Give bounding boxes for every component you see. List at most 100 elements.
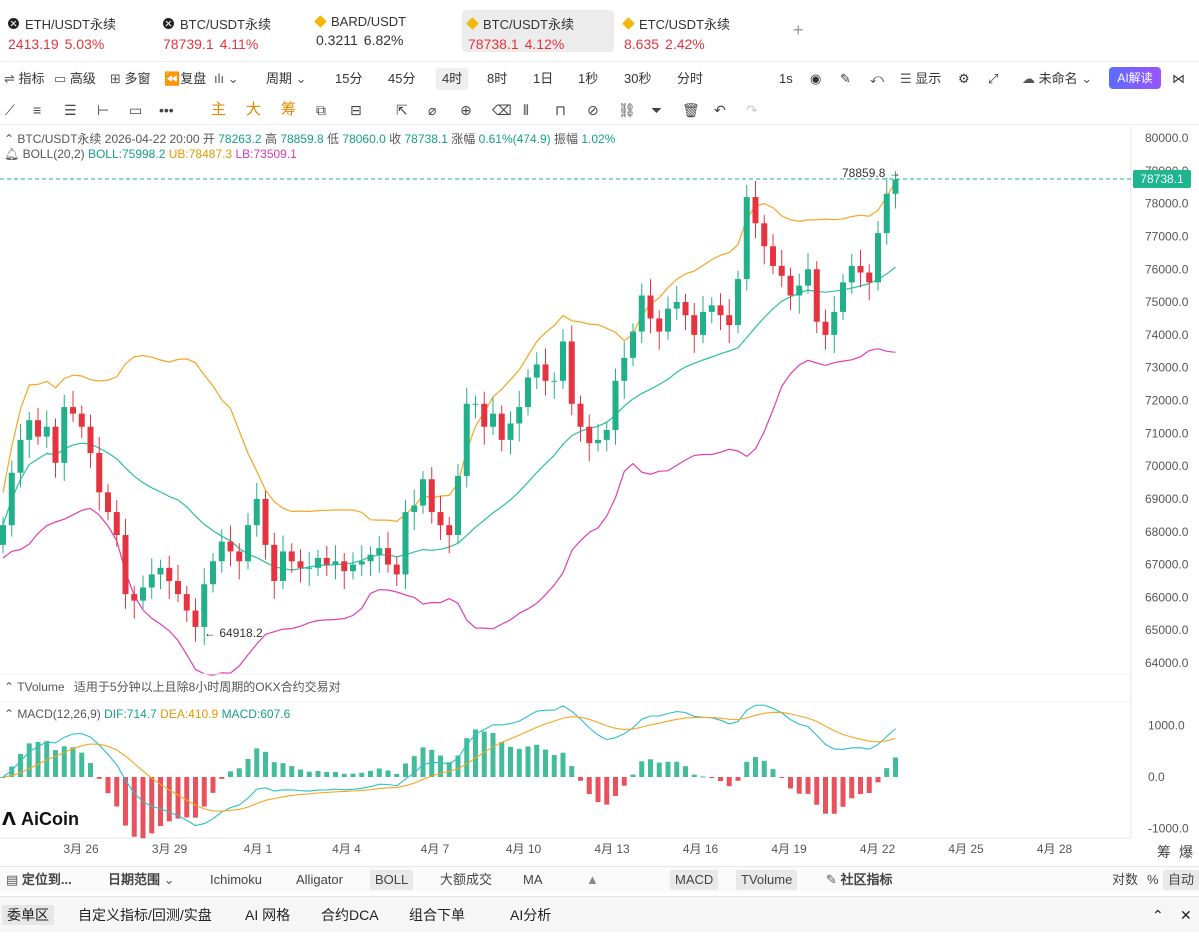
tab-ai-grid[interactable]: AI 网格 [245, 907, 291, 923]
date-range-button[interactable]: 日期范围 ⌄ [108, 870, 175, 890]
candle-body [848, 265, 855, 283]
macd-histogram-bar [805, 777, 811, 794]
auto-scale-button[interactable]: 自动 [1163, 870, 1199, 890]
tab-contract-dca[interactable]: 合约DCA [321, 907, 379, 923]
ticker-tab-bard[interactable]: BARD/USDT 0.3211 6.82% [310, 10, 450, 52]
ticker-tab-eth-swap[interactable]: ETH/USDT永续 2413.19 5.03% [2, 10, 142, 52]
chip-button[interactable]: 筹 [281, 101, 297, 118]
rectangle-icon[interactable]: ▭ [129, 102, 143, 118]
filter-icon[interactable]: ⏷ [651, 102, 663, 118]
collapse-icon[interactable]: ⌃ [4, 707, 15, 721]
period-dropdown[interactable]: 周期 ⌄ [266, 68, 307, 90]
log-scale-button[interactable]: 对数 [1112, 872, 1139, 887]
big-order-button[interactable]: 大 [246, 101, 262, 118]
tab-combo-order[interactable]: 组合下单 [409, 907, 465, 923]
interval-4h[interactable]: 4时 [436, 68, 469, 90]
boll-name[interactable]: BOLL(20,2) [22, 147, 85, 161]
interval-15m[interactable]: 15分 [335, 71, 363, 86]
interval-1d[interactable]: 1日 [533, 71, 554, 86]
eraser-icon[interactable]: ⌫ [492, 102, 512, 118]
locate-button[interactable]: ▤ 定位到... [6, 870, 72, 890]
liquidation-tag[interactable]: 爆 [1179, 844, 1193, 860]
ruler-icon[interactable]: ⌀ [428, 102, 437, 118]
main-chart-button[interactable]: 主 [211, 101, 227, 118]
chart-canvas[interactable]: 80000.079000.078000.077000.076000.075000… [0, 126, 1199, 866]
collapse-icon[interactable]: ⌃ [4, 680, 15, 694]
percent-scale-button[interactable]: % [1147, 872, 1159, 887]
ai-interpret-button[interactable]: AI解读 [1109, 67, 1161, 89]
indicator-macd[interactable]: MACD [670, 870, 719, 890]
chevron-up-icon[interactable]: ⌃ [1152, 907, 1164, 923]
horizontal-lines-icon[interactable]: ☰ [64, 102, 77, 118]
ticker-price: 0.3211 [316, 32, 358, 48]
share-icon[interactable]: ⋈ [1172, 71, 1185, 86]
panel-toggle-icon[interactable]: ▲ [586, 872, 599, 887]
parallel-lines-icon[interactable]: ≡ [33, 102, 42, 118]
indicator-tvolume[interactable]: TVolume [736, 870, 798, 890]
interval-1s[interactable]: 1秒 [578, 71, 599, 86]
redo-icon[interactable]: ↷ [746, 102, 758, 118]
indicator-button[interactable]: ⇌ 指标 [4, 68, 45, 90]
advanced-button[interactable]: ▭ 高级 [54, 68, 96, 90]
trendline-icon[interactable]: ⟋ [5, 102, 15, 118]
community-indicators-button[interactable]: ✎ 社区指标 [826, 870, 893, 890]
ticker-tab-btc-swap-okx[interactable]: BTC/USDT永续 78739.1 4.11% [157, 10, 302, 52]
trash-icon[interactable]: 🗑 [682, 102, 700, 118]
interval-timeshare[interactable]: 分时 [677, 71, 704, 86]
horizontal-ray-icon[interactable]: ⊢ [97, 102, 110, 118]
link-icon[interactable]: ⛓ [618, 102, 636, 118]
ticker-price: 8.635 [624, 36, 660, 52]
cursor-icon[interactable]: ⇱ [396, 102, 408, 118]
macd-histogram-bar [543, 749, 548, 777]
chip-tag[interactable]: 筹 [1157, 844, 1171, 860]
candle-body [770, 246, 776, 266]
price-tick-label: 72000.0 [1145, 394, 1189, 408]
multi-window-button[interactable]: ⊞ 多窗 [110, 68, 151, 90]
pen-icon[interactable]: ✎ [840, 71, 851, 86]
undo-box-icon[interactable]: ⤺ [870, 71, 884, 86]
interval-30s[interactable]: 30秒 [624, 71, 652, 86]
macd-histogram-bar [473, 729, 478, 777]
layout-name-dropdown[interactable]: ☁ 未命名 ⌄ [1022, 68, 1092, 90]
candle-body [306, 567, 313, 569]
measure-icon[interactable]: ⊟ [350, 102, 362, 118]
add-tab-button[interactable]: + [793, 20, 804, 40]
display-button[interactable]: ☰ 显示 [900, 68, 941, 90]
bell-icon[interactable]: 🔔︎ [4, 147, 20, 161]
fullscreen-icon[interactable]: ⤢ [988, 71, 999, 86]
collapse-icon[interactable]: ⌃ [4, 132, 15, 146]
candle-body [761, 223, 768, 247]
candle-body [603, 430, 610, 440]
date-tick-label: 4月 28 [1037, 842, 1073, 856]
zoom-icon[interactable]: ⊕ [460, 102, 472, 118]
close-icon[interactable]: ✕ [1180, 907, 1192, 923]
indicator-ichimoku[interactable]: Ichimoku [210, 872, 263, 887]
replay-button[interactable]: ⏪复盘 [164, 68, 206, 90]
indicator-boll[interactable]: BOLL [370, 870, 414, 890]
candle-body [253, 498, 260, 526]
indicator-large-trades[interactable]: 大额成交 [440, 872, 493, 887]
lock-icon[interactable]: ⊓ [555, 102, 566, 118]
settings-icon[interactable]: ⚙ [958, 71, 970, 86]
indicator-ma[interactable]: MA [523, 872, 543, 887]
tab-ai-analysis[interactable]: AI分析 [510, 907, 552, 923]
chart-type-button[interactable]: ılı ⌄ [214, 68, 239, 90]
high-value: 78859.8 [280, 132, 324, 146]
auto-draw-icon[interactable]: ⧉ [316, 102, 326, 118]
undo-icon[interactable]: ↶ [714, 102, 726, 118]
more-tools-icon[interactable]: ••• [159, 102, 174, 118]
tab-custom-indicators[interactable]: 自定义指标/回测/实盘 [78, 907, 212, 923]
camera-icon[interactable]: ◉ [810, 71, 822, 86]
interval-1s-quick[interactable]: 1s [779, 71, 793, 86]
hide-icon[interactable]: ⊘ [587, 102, 599, 118]
interval-45m[interactable]: 45分 [388, 71, 416, 86]
interval-8h[interactable]: 8时 [487, 71, 508, 86]
magnet-icon[interactable]: ⫴ [523, 102, 529, 118]
chart-area[interactable]: 80000.079000.078000.077000.076000.075000… [0, 126, 1199, 866]
tvolume-name[interactable]: TVolume [17, 680, 65, 694]
tab-orders[interactable]: 委单区 [2, 905, 54, 925]
indicator-alligator[interactable]: Alligator [296, 872, 343, 887]
ticker-tab-btc-swap-binance[interactable]: BTC/USDT永续 78738.1 4.12% [462, 10, 614, 52]
ticker-tab-etc-swap[interactable]: ETC/USDT永续 8.635 2.42% [618, 10, 768, 52]
macd-name[interactable]: MACD(12,26,9) [17, 707, 101, 721]
